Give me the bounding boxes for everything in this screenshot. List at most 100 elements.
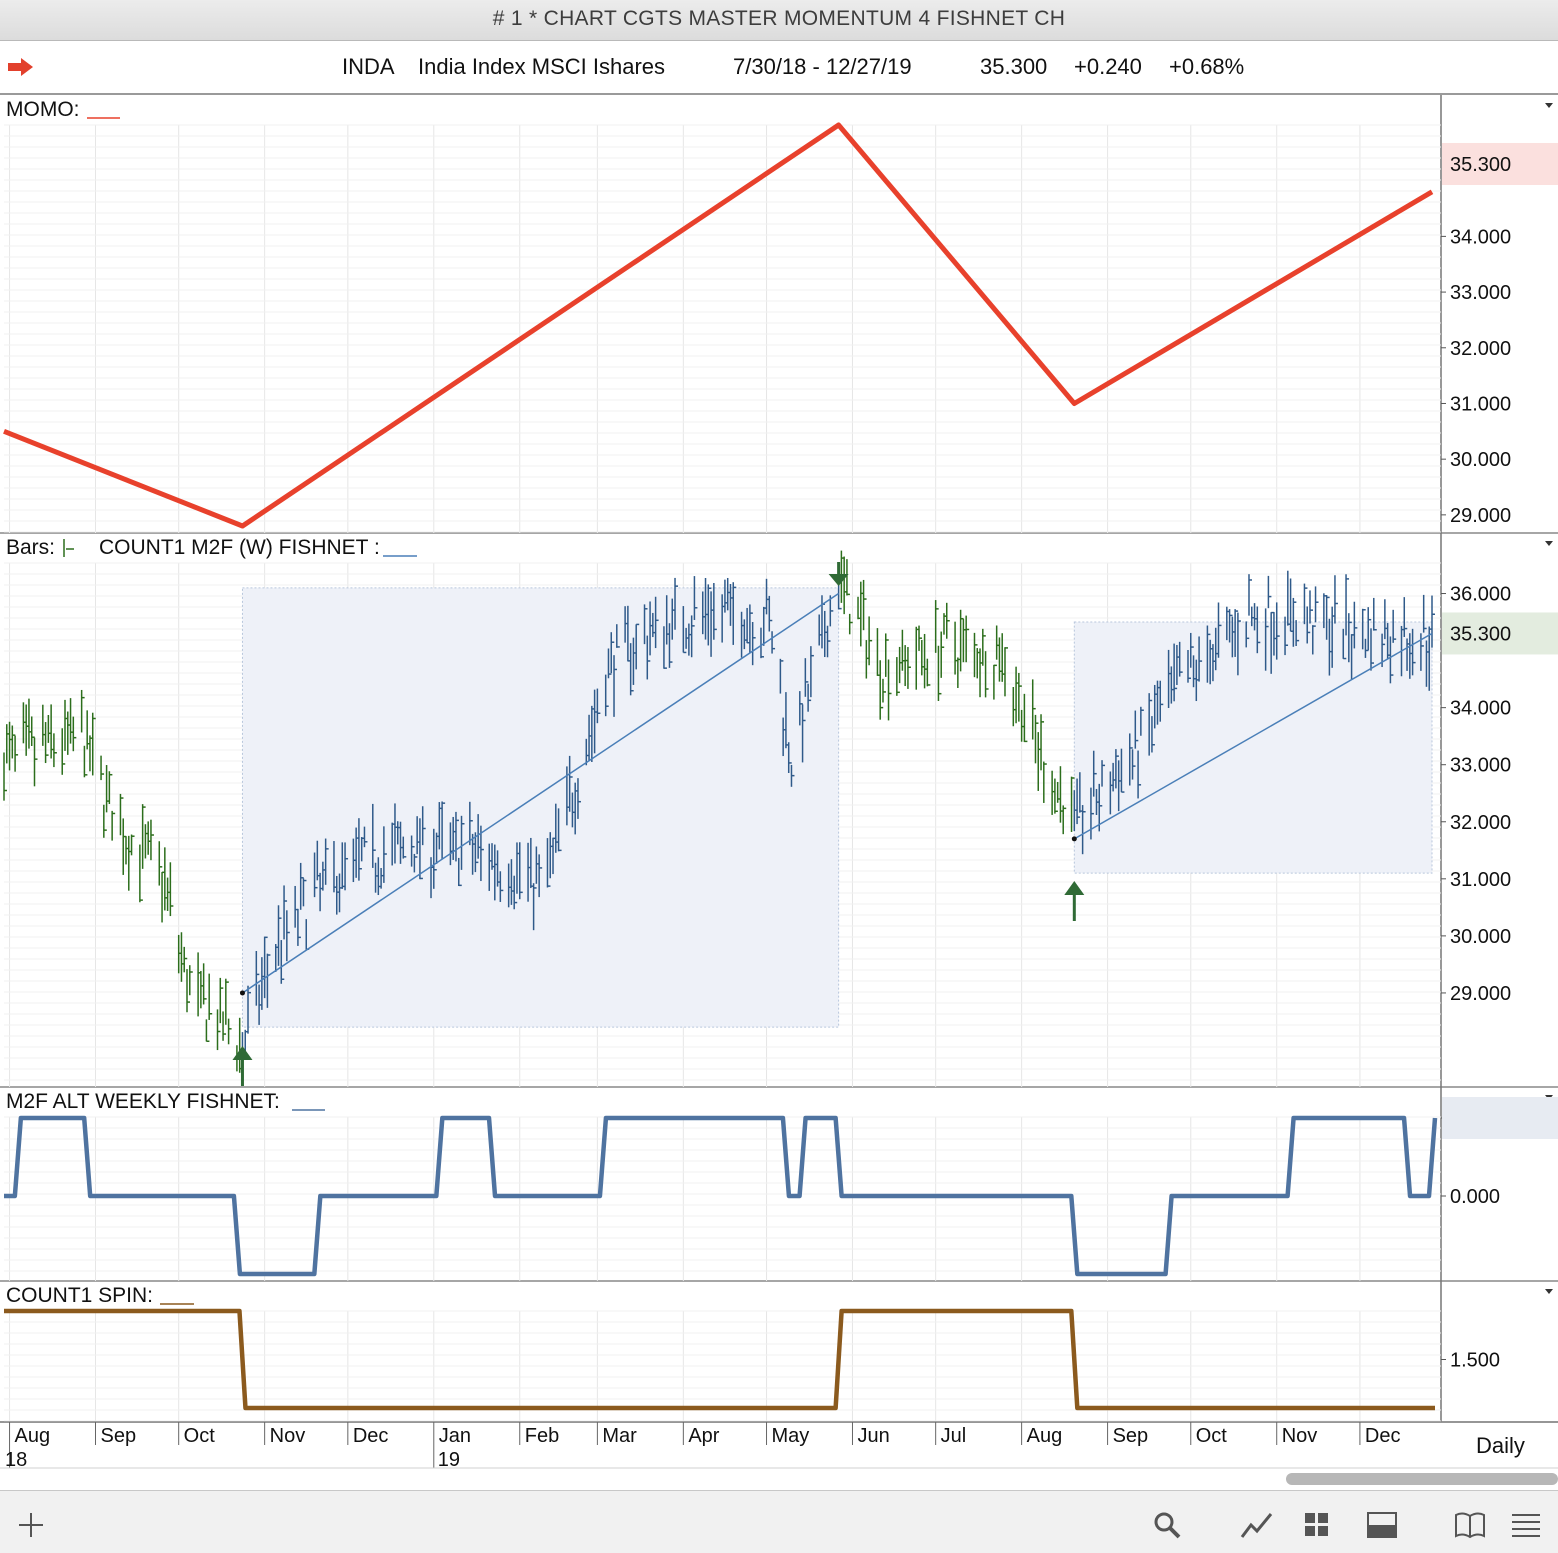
price-bar <box>768 595 773 632</box>
price-bar <box>1267 575 1272 609</box>
sell-signal-arrow-icon <box>828 562 849 586</box>
price-change: +0.240 <box>1074 54 1142 79</box>
price-bar <box>227 1018 232 1045</box>
panel-layout-icon[interactable] <box>1366 1510 1398 1540</box>
price-bar <box>937 645 942 701</box>
price-bar <box>668 623 673 668</box>
price-bar <box>410 835 415 867</box>
price-bar <box>663 626 667 669</box>
price-bar <box>1098 783 1103 832</box>
fishnet-study-label: COUNT1 M2F (W) FISHNET : <box>99 536 380 559</box>
price-bar <box>713 583 717 640</box>
horizontal-scrollbar[interactable] <box>1286 1473 1558 1485</box>
regression-anchor <box>1071 836 1077 842</box>
y-tick-label: 1.500 <box>1450 1350 1500 1372</box>
price-bar <box>1018 672 1022 722</box>
price-bar <box>518 842 523 900</box>
price-bar <box>984 651 989 698</box>
line-chart-icon[interactable] <box>1240 1510 1274 1540</box>
plus-icon[interactable] <box>16 1510 46 1540</box>
month-label: Nov <box>270 1425 306 1447</box>
periodicity-label[interactable]: Daily <box>1476 1433 1525 1458</box>
price-bar <box>1129 733 1133 786</box>
price-bar <box>1373 597 1377 631</box>
bars-pane-label: Bars: <box>6 536 55 559</box>
price-bar <box>1284 616 1289 656</box>
price-bar <box>480 825 484 882</box>
price-bar <box>441 801 446 859</box>
price-bar <box>1275 602 1280 660</box>
price-bar <box>1031 679 1036 740</box>
price-bar <box>610 632 615 674</box>
price-bar <box>1178 641 1183 677</box>
price-bar <box>557 808 562 852</box>
price-bar <box>604 674 609 717</box>
price-bar <box>1237 612 1241 676</box>
price-bar <box>879 660 884 720</box>
month-label: Sep <box>1113 1425 1149 1447</box>
price-bar <box>266 953 271 1008</box>
price-bar <box>1043 761 1047 803</box>
spin-pane-label: COUNT1 SPIN: <box>6 1284 153 1307</box>
price-bar <box>926 658 931 687</box>
price-bar <box>807 683 812 712</box>
price-bar <box>103 804 107 838</box>
price-bar <box>53 733 57 768</box>
price-bar <box>1140 706 1144 736</box>
price-bar <box>1389 636 1394 684</box>
y-tick-label: 32.000 <box>1450 338 1511 360</box>
regression-line <box>242 592 840 994</box>
momo-series-line <box>3 122 1434 529</box>
price-bar <box>1131 749 1136 780</box>
fishnet-channel <box>1073 621 1433 874</box>
last-value-label: 35.300 <box>1450 623 1511 645</box>
price-bar <box>790 764 795 787</box>
date-range: 7/30/18 - 12/27/19 <box>733 54 912 79</box>
price-bar <box>862 579 867 631</box>
menu-list-icon[interactable] <box>1510 1510 1542 1540</box>
price-bar <box>1312 625 1316 655</box>
price-bar <box>1070 776 1075 832</box>
price-bar <box>1306 606 1311 644</box>
price-bar <box>760 627 764 659</box>
price-bar <box>826 625 831 658</box>
price-bar <box>205 1019 210 1042</box>
price-bar <box>1062 805 1067 835</box>
price-bar <box>1217 602 1222 658</box>
price-bar <box>1148 693 1153 756</box>
price-bar <box>613 655 618 717</box>
month-label: Aug <box>1027 1425 1063 1447</box>
price-bar <box>643 604 648 645</box>
y-tick-label: 31.000 <box>1450 393 1511 415</box>
price-bar <box>1345 574 1350 636</box>
price-bar <box>1234 609 1239 657</box>
search-icon[interactable] <box>1152 1510 1182 1540</box>
month-label: Nov <box>1282 1425 1318 1447</box>
fishnet-channel <box>241 587 840 1028</box>
price-bar <box>1370 628 1374 671</box>
month-label: Aug <box>15 1425 51 1447</box>
price-bar <box>959 609 964 672</box>
price-bar <box>299 862 304 910</box>
price-bar <box>1256 606 1261 654</box>
price-bar <box>402 836 407 859</box>
price-bar <box>1292 597 1297 647</box>
price-bar <box>1228 609 1233 643</box>
price-bar <box>189 965 193 996</box>
price-bar <box>693 576 698 620</box>
price-bar <box>749 604 753 653</box>
grid-layout-icon[interactable] <box>1302 1510 1332 1540</box>
book-icon[interactable] <box>1454 1510 1486 1540</box>
chart-area[interactable]: 29.000 30.000 31.000 32.000 33.000 34.000 35.3… <box>0 95 1558 1470</box>
price-bar <box>1422 594 1427 633</box>
price-bar <box>358 818 362 881</box>
m2f-pane-label: M2F ALT WEEKLY FISHNET: <box>6 1090 280 1113</box>
price-bar <box>222 1011 227 1041</box>
price-bar <box>457 857 462 887</box>
price-bar <box>654 596 659 649</box>
price-bar <box>538 854 543 898</box>
bottom-toolbar <box>0 1490 1558 1553</box>
price-bar <box>1303 583 1308 625</box>
month-label: Mar <box>602 1425 637 1447</box>
arrow-right-icon[interactable] <box>6 56 34 78</box>
